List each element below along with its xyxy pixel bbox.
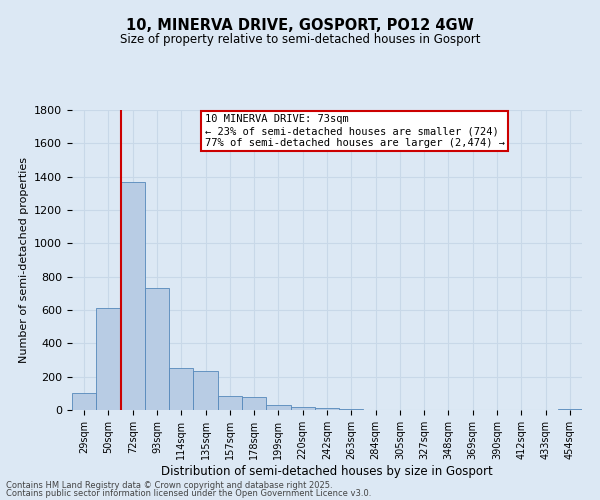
- Bar: [72, 394, 96, 410]
- Bar: [145, 288, 169, 410]
- Y-axis label: Number of semi-detached properties: Number of semi-detached properties: [19, 157, 29, 363]
- Text: Contains public sector information licensed under the Open Government Licence v3: Contains public sector information licen…: [6, 489, 371, 498]
- Text: 10, MINERVA DRIVE, GOSPORT, PO12 4GW: 10, MINERVA DRIVE, GOSPORT, PO12 4GW: [126, 18, 474, 32]
- Text: 10 MINERVA DRIVE: 73sqm
← 23% of semi-detached houses are smaller (724)
77% of s: 10 MINERVA DRIVE: 73sqm ← 23% of semi-de…: [205, 114, 505, 148]
- Text: Size of property relative to semi-detached houses in Gosport: Size of property relative to semi-detach…: [120, 32, 480, 46]
- Bar: [290, 406, 315, 410]
- Bar: [121, 182, 145, 410]
- Bar: [193, 371, 218, 410]
- Bar: [169, 368, 193, 410]
- Bar: [218, 396, 242, 410]
- Bar: [96, 308, 121, 410]
- Bar: [242, 396, 266, 410]
- Bar: [558, 409, 582, 410]
- X-axis label: Distribution of semi-detached houses by size in Gosport: Distribution of semi-detached houses by …: [161, 464, 493, 477]
- Bar: [315, 408, 339, 410]
- Text: Contains HM Land Registry data © Crown copyright and database right 2025.: Contains HM Land Registry data © Crown c…: [6, 480, 332, 490]
- Bar: [266, 405, 290, 410]
- Bar: [339, 409, 364, 410]
